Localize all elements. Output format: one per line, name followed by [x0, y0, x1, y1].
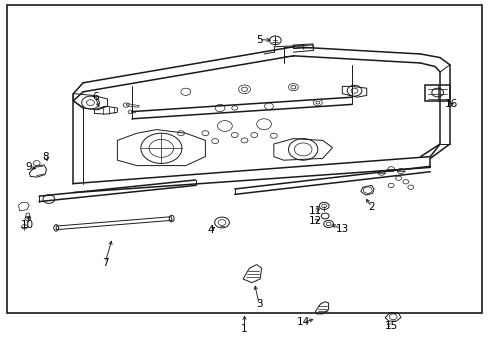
Text: 14: 14: [296, 317, 309, 327]
Text: 16: 16: [444, 99, 458, 109]
Text: 4: 4: [206, 225, 213, 235]
Text: 5: 5: [255, 35, 262, 45]
Text: 7: 7: [102, 258, 108, 268]
Text: 1: 1: [241, 324, 247, 334]
Text: 12: 12: [308, 216, 322, 226]
Text: 6: 6: [92, 92, 99, 102]
Text: 9: 9: [25, 162, 32, 172]
Text: 10: 10: [20, 220, 33, 230]
Text: 2: 2: [367, 202, 374, 212]
Text: 13: 13: [335, 224, 348, 234]
Text: 11: 11: [308, 206, 322, 216]
Text: 3: 3: [255, 299, 262, 309]
Text: 15: 15: [384, 321, 397, 331]
Text: 8: 8: [42, 152, 49, 162]
Bar: [7, 5, 481, 313]
